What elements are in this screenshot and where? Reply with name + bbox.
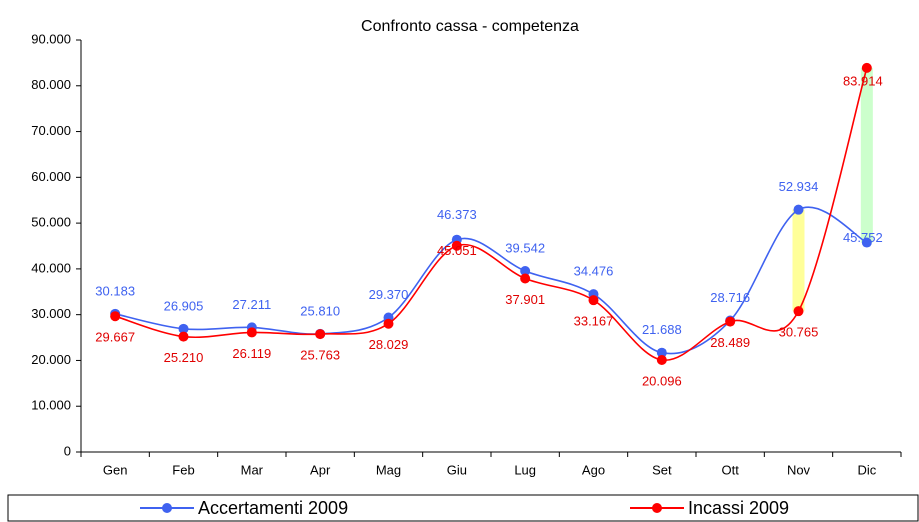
data-label: 28.716 <box>710 290 750 305</box>
x-tick-label: Mar <box>241 462 264 477</box>
x-tick-label: Ago <box>582 462 605 477</box>
data-label: 25.810 <box>300 303 340 318</box>
y-tick-label: 20.000 <box>31 352 71 367</box>
data-label: 28.029 <box>369 337 409 352</box>
legend-marker <box>162 503 172 513</box>
data-label: 45.051 <box>437 243 477 258</box>
legend-label: Accertamenti 2009 <box>198 498 348 518</box>
data-point <box>725 316 736 327</box>
difference-bar <box>792 209 805 312</box>
x-tick-label: Nov <box>787 462 811 477</box>
data-label: 26.905 <box>164 298 204 313</box>
y-tick-label: 0 <box>64 443 71 458</box>
data-label: 25.763 <box>300 348 340 363</box>
y-tick-label: 40.000 <box>31 260 71 275</box>
data-label: 26.119 <box>232 346 271 361</box>
data-label: 21.688 <box>642 322 682 337</box>
data-point <box>656 347 667 358</box>
x-tick-label: Mag <box>376 462 401 477</box>
data-point <box>656 355 667 366</box>
y-tick-label: 90.000 <box>31 31 71 46</box>
chart-title: Confronto cassa - competenza <box>361 18 579 35</box>
y-tick-label: 70.000 <box>31 123 71 138</box>
legend-marker <box>652 503 662 513</box>
y-tick-label: 60.000 <box>31 169 71 184</box>
data-point <box>793 306 804 317</box>
x-tick-label: Ott <box>721 462 739 477</box>
data-point <box>520 265 531 276</box>
y-tick-label: 10.000 <box>31 398 71 413</box>
data-point <box>383 318 394 329</box>
x-tick-label: Dic <box>857 462 876 477</box>
x-tick-label: Giu <box>447 462 467 477</box>
data-point <box>246 327 257 338</box>
difference-bar <box>860 67 873 243</box>
data-label: 27.211 <box>232 297 271 312</box>
data-point <box>315 329 326 340</box>
data-label: 52.934 <box>779 179 819 194</box>
data-point <box>178 323 189 334</box>
data-point <box>110 311 121 322</box>
data-point <box>793 204 804 215</box>
series-line <box>114 206 868 355</box>
data-label: 39.542 <box>505 240 545 255</box>
data-label: 46.373 <box>437 207 477 222</box>
series-line <box>114 67 868 361</box>
data-label: 37.901 <box>505 292 545 307</box>
x-tick-label: Feb <box>172 462 194 477</box>
data-label: 28.489 <box>710 335 750 350</box>
data-point <box>451 240 462 251</box>
x-tick-label: Apr <box>310 462 331 477</box>
data-point <box>588 295 599 306</box>
data-point <box>861 237 872 248</box>
data-label: 29.370 <box>369 287 409 302</box>
data-label: 33.167 <box>574 314 614 329</box>
y-tick-label: 30.000 <box>31 306 71 321</box>
legend-label: Incassi 2009 <box>688 498 789 518</box>
data-label: 30.765 <box>779 325 819 340</box>
y-tick-label: 50.000 <box>31 215 71 230</box>
y-tick-label: 80.000 <box>31 77 71 92</box>
legend-box <box>7 494 919 522</box>
data-point <box>520 273 531 284</box>
data-label: 20.096 <box>642 373 682 388</box>
data-label: 34.476 <box>574 264 614 279</box>
data-label: 83.914 <box>843 73 883 88</box>
data-label: 29.667 <box>95 330 135 345</box>
x-tick-label: Gen <box>103 462 128 477</box>
data-label: 30.183 <box>95 283 135 298</box>
data-label: 45.752 <box>843 230 883 245</box>
data-point <box>178 331 189 342</box>
data-point <box>861 62 872 73</box>
x-tick-label: Set <box>652 462 672 477</box>
data-label: 25.210 <box>164 350 204 365</box>
x-tick-label: Lug <box>514 462 536 477</box>
